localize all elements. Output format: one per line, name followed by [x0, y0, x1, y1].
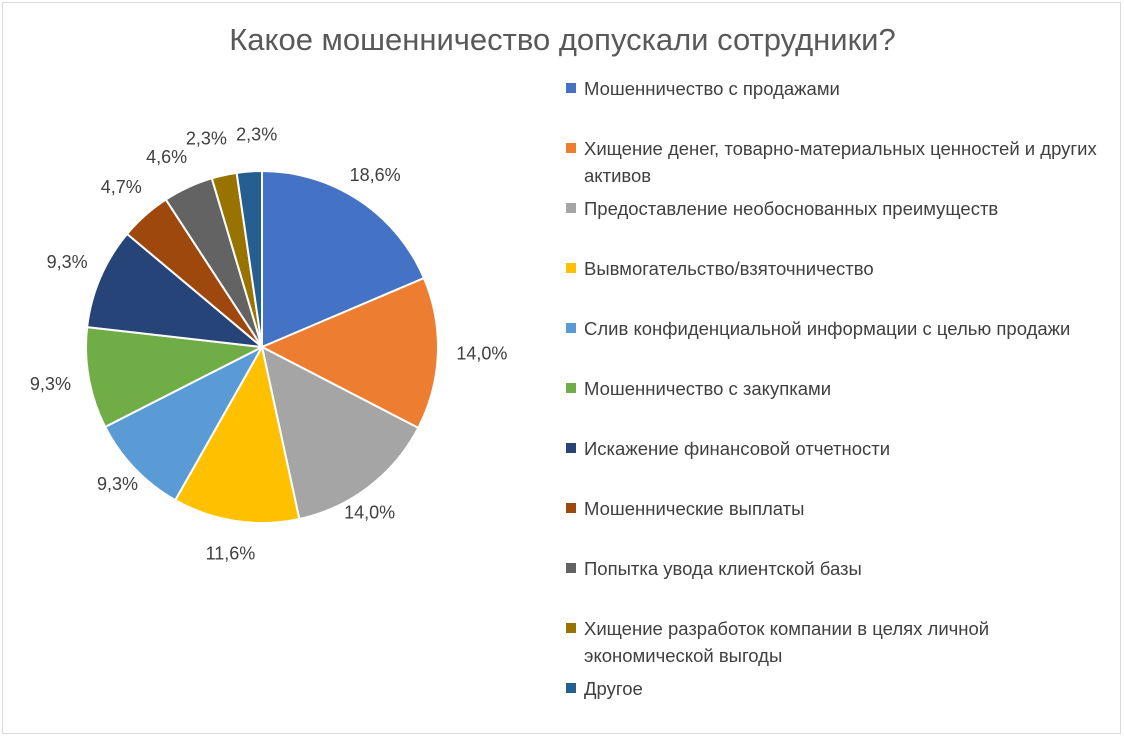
legend-item-extortion: Вывмогательство/взяточничество [560, 255, 1104, 282]
legend-item-clients: Попытка увода клиентской базы [560, 555, 1104, 582]
pie-label-clients: 4,6% [146, 147, 187, 167]
legend-label: Вывмогательство/взяточничество [584, 258, 874, 279]
legend-swatch [566, 263, 576, 273]
legend-label: Хищение разработок компании в целях личн… [584, 618, 990, 666]
pie-label-extortion: 11,6% [206, 543, 256, 563]
legend-label: Предоставление необоснованных преимущест… [584, 198, 999, 219]
legend-item-advantages: Предоставление необоснованных преимущест… [560, 195, 1104, 222]
pie-slice-leak [103, 344, 265, 502]
legend-label: Искажение финансовой отчетности [584, 438, 891, 459]
legend-item-other: Другое [560, 675, 1104, 702]
pie-label-advantages: 14,0% [344, 502, 395, 522]
legend-swatch [566, 83, 576, 93]
pie-slice-advantages [260, 345, 420, 521]
legend-swatch [566, 323, 576, 333]
legend-item-theft: Хищение денег, товарно-материальных ценн… [560, 135, 1104, 189]
legend-label: Мошенничество с продажами [584, 78, 840, 99]
pie-label-leak: 9,3% [97, 474, 138, 494]
legend-item-sales: Мошенничество с продажами [560, 75, 1104, 102]
legend-label: Хищение денег, товарно-материальных ценн… [584, 138, 1097, 186]
legend-swatch [566, 563, 576, 573]
pie-label-reporting: 9,3% [47, 252, 88, 272]
pie-label-developments: 2,3% [186, 129, 227, 149]
pie-slice-reporting [86, 232, 266, 349]
pie-label-procurement: 9,3% [30, 374, 71, 394]
legend-item-reporting: Искажение финансовой отчетности [560, 435, 1104, 462]
pie-label-payments: 4,7% [101, 177, 142, 197]
legend-item-procurement: Мошенничество с закупками [560, 375, 1104, 402]
pie-slice-procurement [85, 326, 266, 429]
pie-slice-sales [261, 169, 426, 349]
legend-swatch [566, 143, 576, 153]
pie-data-labels: 18,6% 14,0% 14,0% 11,6% 9,3% 9,3% 9,3% 4,7%4,6%… [30, 124, 507, 563]
pie-slice-theft [259, 276, 439, 430]
legend-swatch [566, 503, 576, 513]
legend-item-developments: Хищение разработок компании в целях личн… [560, 615, 1104, 669]
legend-label: Слив конфиденциальной информации с целью… [584, 318, 1071, 339]
legend-label: Мошенничество с закупками [584, 378, 832, 399]
chart-title: Какое мошенничество допускали сотрудники… [229, 22, 896, 57]
legend-swatch [566, 683, 576, 693]
pie-label-theft: 14,0% [456, 344, 507, 364]
legend-swatch [566, 623, 576, 633]
pie-slice-extortion [173, 344, 301, 524]
pie-label-other: 2,3% [236, 124, 277, 144]
legend-swatch [566, 383, 576, 393]
legend-item-payments: Мошеннические выплаты [560, 495, 1104, 522]
legend-label: Мошеннические выплаты [584, 498, 805, 519]
legend-swatch [566, 203, 576, 213]
pie-slice-other [235, 169, 263, 348]
legend-label: Попытка увода клиентской базы [584, 558, 862, 579]
pie-label-sales: 18,6% [350, 165, 401, 185]
pie-slices [85, 169, 439, 524]
legend-label: Другое [584, 678, 643, 699]
legend-item-leak: Слив конфиденциальной информации с целью… [560, 315, 1104, 342]
legend: Мошенничество с продажами Хищение денег, … [560, 0, 1120, 738]
legend-swatch [566, 443, 576, 453]
